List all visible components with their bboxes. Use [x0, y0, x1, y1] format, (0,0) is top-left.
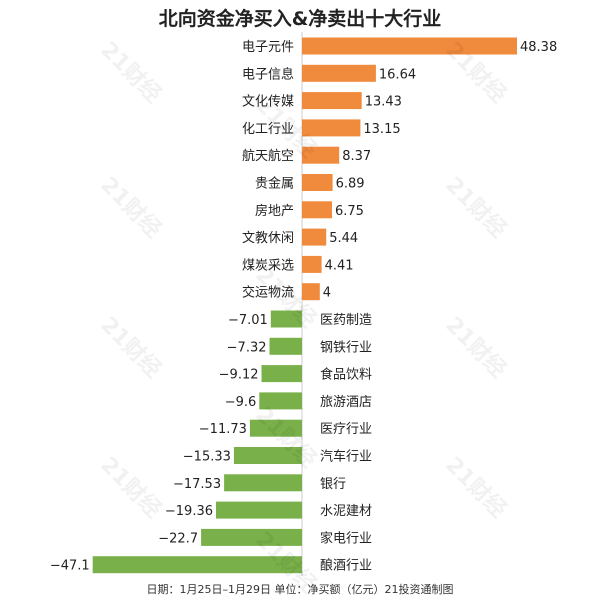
labels-layer: 电子元件 48.38 电子信息 16.64 文化传媒 13.43 化工行业 13.15 航天航空…	[50, 40, 557, 574]
value-label-5: 8.37	[342, 149, 371, 164]
value-label-15: −11.73	[199, 422, 247, 437]
bar-4	[302, 119, 361, 137]
category-label-6: 贵金属	[255, 176, 294, 192]
bar-12	[269, 337, 302, 355]
category-label-18: 水泥建材	[320, 504, 372, 519]
value-label-13: −9.12	[219, 368, 259, 383]
value-label-16: −15.33	[183, 450, 231, 465]
value-label-17: −17.53	[173, 477, 221, 492]
category-label-19: 家电行业	[320, 530, 372, 546]
category-label-7: 房地产	[255, 203, 294, 219]
bar-9	[302, 255, 322, 273]
category-label-9: 煤炭采选	[242, 258, 294, 273]
category-label-2: 电子信息	[242, 66, 294, 82]
bar-13	[261, 365, 302, 383]
bar-2	[302, 64, 376, 82]
bar-6	[302, 174, 333, 191]
value-label-7: 6.75	[335, 204, 364, 219]
chart-footer: 日期：1月25日–1月29日 单位：净买额（亿元）21投资通制图	[146, 583, 454, 596]
bars-layer	[92, 37, 517, 574]
value-label-18: −19.36	[165, 504, 213, 519]
bar-5	[302, 146, 340, 164]
value-label-19: −22.7	[158, 531, 198, 546]
bar-8	[302, 228, 327, 246]
value-label-14: −9.6	[225, 395, 257, 410]
bar-3	[302, 92, 362, 110]
bar-11	[270, 310, 302, 328]
category-label-12: 钢铁行业	[320, 340, 372, 355]
value-label-6: 6.89	[336, 177, 365, 192]
category-label-14: 旅游酒店	[320, 395, 372, 410]
bar-16	[233, 447, 302, 464]
bar-17	[224, 474, 302, 492]
bar-18	[216, 501, 302, 519]
category-label-10: 交运物流	[242, 285, 294, 301]
value-label-12: −7.32	[227, 340, 267, 355]
category-label-4: 化工行业	[242, 122, 294, 137]
category-label-17: 银行	[320, 477, 346, 492]
category-label-5: 航天航空	[242, 148, 294, 164]
bar-10	[302, 283, 320, 301]
value-label-10: 4	[323, 286, 331, 301]
category-label-1: 电子元件	[242, 40, 294, 55]
value-label-20: −47.1	[50, 559, 90, 574]
category-label-3: 文化传媒	[242, 95, 294, 110]
bar-7	[302, 201, 332, 219]
bar-20	[92, 556, 302, 574]
category-label-11: 医药制造	[320, 313, 372, 328]
bar-14	[259, 392, 302, 410]
value-label-1: 48.38	[520, 40, 557, 55]
bar-15	[249, 419, 302, 437]
category-label-8: 文教休闲	[242, 230, 294, 246]
category-label-16: 汽车行业	[320, 449, 372, 465]
category-label-15: 医疗行业	[320, 422, 372, 437]
value-label-11: −7.01	[228, 313, 268, 328]
category-label-13: 食品饮料	[320, 367, 372, 383]
value-label-8: 5.44	[329, 231, 358, 246]
value-label-2: 16.64	[379, 67, 416, 82]
value-label-4: 13.15	[363, 122, 400, 137]
value-label-9: 4.41	[325, 258, 354, 273]
value-label-3: 13.43	[365, 95, 402, 110]
bar-1	[302, 37, 517, 55]
category-label-20: 酿酒行业	[320, 558, 372, 574]
chart-title: 北向资金净买入&净卖出十大行业	[158, 8, 442, 30]
bar-19	[201, 528, 302, 546]
